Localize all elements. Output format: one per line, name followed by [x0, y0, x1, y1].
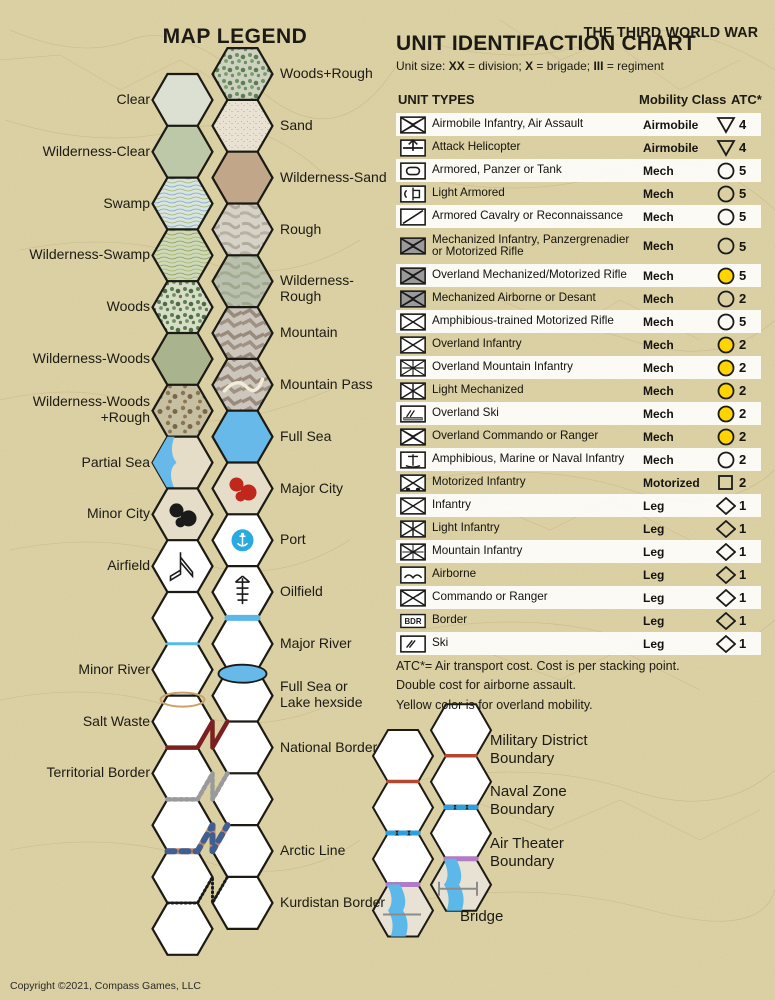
- svg-text:BDR: BDR: [405, 616, 422, 625]
